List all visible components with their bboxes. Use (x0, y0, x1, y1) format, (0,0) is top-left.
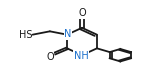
Text: HS: HS (19, 30, 32, 40)
Text: NH: NH (74, 51, 89, 61)
Text: O: O (78, 8, 86, 18)
Text: N: N (64, 29, 72, 39)
Text: O: O (46, 52, 54, 62)
